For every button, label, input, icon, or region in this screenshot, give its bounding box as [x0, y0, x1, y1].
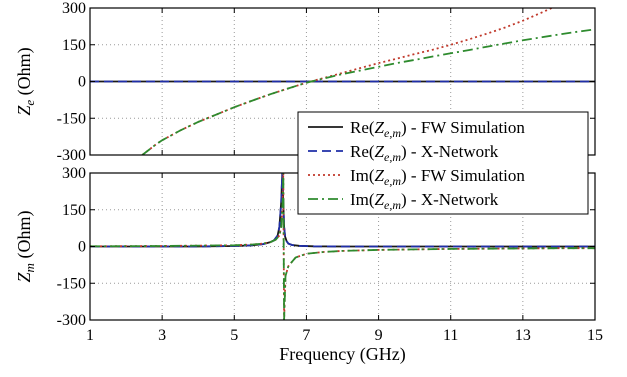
x-tick-label: 15 — [587, 327, 603, 344]
x-axis-label: Frequency (GHz) — [279, 344, 405, 365]
x-tick-label: 1 — [86, 327, 94, 344]
x-tick-label: 3 — [158, 327, 166, 344]
x-tick-label: 9 — [375, 327, 383, 344]
y-tick-label: -300 — [57, 147, 86, 164]
x-tick-label: 11 — [443, 327, 458, 344]
legend-label-im_xn: Im(Ze,m) - X-Network — [350, 190, 499, 212]
series-line-im_xn — [90, 173, 595, 320]
y-axis-label: Zm (Ohm) — [14, 211, 37, 283]
y-tick-label: 150 — [62, 37, 86, 54]
x-tick-label: 13 — [515, 327, 531, 344]
y-tick-label: -150 — [57, 275, 86, 292]
y-tick-label: 300 — [62, 165, 86, 182]
legend-box — [297, 111, 589, 215]
x-tick-label: 5 — [230, 327, 238, 344]
legend-label-re_fw: Re(Ze,m) - FW Simulation — [350, 118, 525, 140]
y-tick-label: 300 — [62, 0, 86, 17]
y-tick-label: -300 — [57, 312, 86, 329]
legend-label-re_xn: Re(Ze,m) - X-Network — [350, 142, 499, 164]
y-tick-label: 150 — [62, 202, 86, 219]
legend-label-im_fw: Im(Ze,m) - FW Simulation — [350, 166, 525, 188]
y-tick-label: 0 — [78, 239, 86, 256]
y-tick-label: -150 — [57, 110, 86, 127]
series-line-im_xn — [141, 28, 595, 155]
y-axis-label: Ze (Ohm) — [14, 47, 37, 115]
y-tick-label: 0 — [78, 74, 86, 91]
x-tick-label: 7 — [302, 327, 310, 344]
